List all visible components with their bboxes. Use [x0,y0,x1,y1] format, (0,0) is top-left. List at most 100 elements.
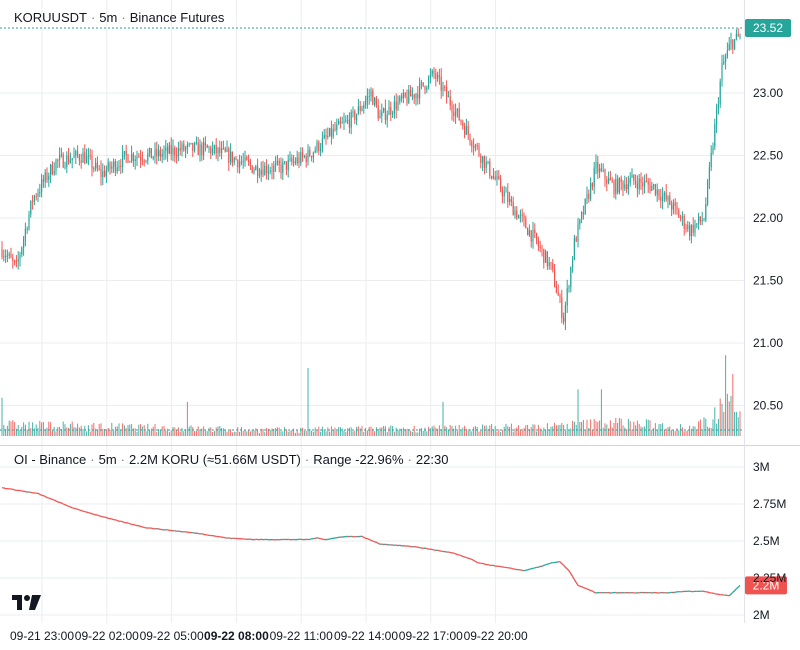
candle-body [428,77,430,88]
volume-bar [674,431,676,436]
candle-body [152,156,154,159]
candle-body [390,107,392,115]
oi-segment [43,495,46,498]
volume-bar [339,427,341,436]
candle-body [579,219,581,225]
candle-body [66,155,68,168]
volume-bar [179,431,181,436]
candle-body [120,165,122,167]
candle-body [462,122,464,127]
tradingview-logo-icon[interactable] [10,592,44,612]
oi-name-label[interactable]: OI - Binance [14,452,87,467]
volume-bar [233,431,235,436]
volume-bar [354,430,356,436]
candle-body [221,148,223,153]
volume-bar [591,430,593,436]
volume-bar [276,427,278,436]
volume-bar [723,412,725,436]
volume-bar [192,427,194,436]
candle-body [44,172,46,182]
volume-bar [694,426,696,436]
volume-bar [165,430,167,436]
candle-body [53,170,55,174]
candle-body [622,182,624,189]
volume-bar [568,430,570,436]
volume-bar [314,427,316,436]
volume-bar [66,427,68,436]
volume-bar [582,419,584,436]
oi-segment [363,536,366,539]
volume-bar [86,431,88,436]
candle-body [572,259,574,268]
volume-bar [53,426,55,436]
time-tick-label: 09-22 08:00 [204,629,269,643]
oi-segment [89,512,93,515]
volume-bar [442,402,444,436]
candle-body [273,165,275,172]
volume-bar [726,393,728,436]
symbol-label[interactable]: KORUUSDT [14,10,87,25]
volume-bar [3,425,5,436]
candle-body [190,142,192,144]
oi-segment [493,564,496,567]
candle-body [539,246,541,248]
volume-bar [422,430,424,436]
candle-body [300,152,302,164]
volume-bar [447,429,449,436]
oi-tick-label: 2.25M [753,571,786,585]
volume-bar [28,421,30,436]
volume-bar [172,426,174,436]
candle-body [303,156,305,158]
candle-body [640,178,642,183]
volume-bar [683,431,685,436]
candle-body [348,119,350,128]
oi-segment [462,555,465,558]
candle-body [257,165,259,176]
volume-bar [60,429,62,436]
volume-bar [608,428,610,436]
volume-bar [676,428,678,436]
candle-body [98,168,100,170]
oi-segment [592,590,595,593]
volume-bar [118,423,120,436]
volume-bar [595,420,597,436]
volume-bar [672,429,674,436]
volume-bar [123,425,125,436]
candle-body [242,161,244,163]
volume-bar [215,427,217,436]
candle-body [80,160,82,163]
candle-body [77,151,79,156]
oi-segment [573,579,577,583]
volume-bar [393,431,395,436]
oi-segment [543,564,546,566]
volume-bar [653,427,655,436]
oi-segment [385,543,388,546]
candle-body [399,96,401,102]
candle-body [264,165,266,176]
candle-body [320,148,322,152]
oi-segment [725,594,728,597]
oi-segment [367,537,370,540]
interval-label[interactable]: 5m [99,10,118,25]
candle-body [379,116,381,119]
oi-segment [329,537,332,540]
candle-body [644,181,646,187]
volume-bar [199,429,201,436]
volume-bar [708,427,710,436]
volume-bar [737,417,739,436]
candle-body [312,152,314,158]
candle-body [129,161,131,163]
candle-body [159,150,161,157]
volume-bar [509,427,511,436]
candle-body [631,174,633,178]
candle-body [55,159,57,171]
candle-body [554,269,556,287]
volume-bar [8,420,10,436]
oi-range-label: Range -22.96% [313,452,404,467]
volume-bar [287,431,289,436]
oi-segment [52,498,55,501]
candle-body [116,167,118,172]
volume-bar [681,427,683,436]
volume-bar [347,428,349,436]
